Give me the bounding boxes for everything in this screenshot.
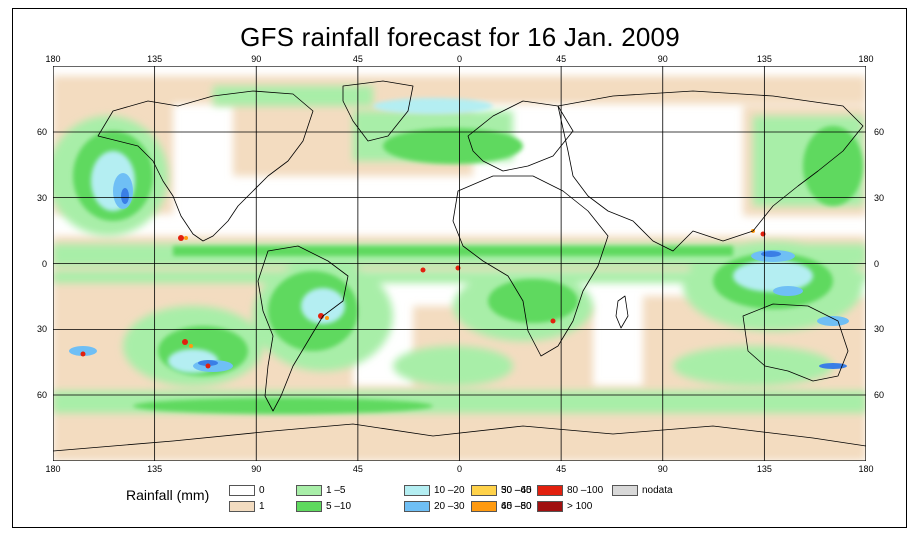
south-america xyxy=(257,245,349,412)
legend-label: 1 –5 xyxy=(326,485,346,496)
legend-swatch xyxy=(404,501,430,512)
lon-tick-label-top: 180 xyxy=(858,54,874,64)
lat-tick-label-left: 60 xyxy=(36,390,47,401)
madagascar xyxy=(615,295,629,329)
legend-label: 0 xyxy=(259,485,265,496)
legend-swatch xyxy=(296,485,322,496)
legend-label: 10 –20 xyxy=(434,485,465,496)
lat-tick-label-left: 30 xyxy=(36,324,47,335)
legend-swatch xyxy=(537,501,563,512)
legend-label: > 100 xyxy=(567,501,593,512)
lon-tick-label-top: 90 xyxy=(657,54,668,64)
north-america xyxy=(97,90,314,242)
lon-tick-label-bottom: 0 xyxy=(456,464,463,474)
legend-swatch xyxy=(404,485,430,496)
lat-tick-label-right: 60 xyxy=(874,390,885,401)
lon-tick-label-bottom: 135 xyxy=(756,464,772,474)
lon-tick-label-bottom: 45 xyxy=(556,464,567,474)
lon-tick-label-bottom: 135 xyxy=(147,464,163,474)
lat-tick-label-right: 30 xyxy=(874,324,885,335)
rain-band-30-50mm xyxy=(121,188,847,369)
lon-tick-label-top: 135 xyxy=(756,54,772,64)
lat-tick-label-right: 30 xyxy=(874,192,885,203)
legend-label: 30 –40 xyxy=(501,485,532,496)
lon-tick-label-bottom: 45 xyxy=(352,464,363,474)
legend-label: nodata xyxy=(642,485,673,496)
greenland xyxy=(342,80,414,142)
graticule xyxy=(53,66,866,461)
legend-title: Rainfall (mm) xyxy=(126,487,210,503)
asia xyxy=(557,90,864,252)
lat-tick-label-left: 0 xyxy=(41,258,47,269)
lon-tick-label-top: 45 xyxy=(352,54,363,64)
lon-tick-label-top: 135 xyxy=(147,54,163,64)
legend-label: 50 –65 xyxy=(501,485,532,496)
legend-label: 20 –30 xyxy=(434,501,465,512)
australia xyxy=(742,303,849,382)
figure-frame xyxy=(12,8,907,528)
lat-tick-label-right: 0 xyxy=(874,258,880,269)
lon-tick-label-bottom: 90 xyxy=(251,464,262,474)
lon-tick-label-bottom: 180 xyxy=(858,464,874,474)
lon-tick-label-top: 0 xyxy=(456,54,463,64)
legend-label: 40 –50 xyxy=(501,501,532,512)
africa xyxy=(452,175,609,357)
antarctica-coast xyxy=(53,423,866,452)
legend-swatch xyxy=(537,485,563,496)
lat-tick-label-left: 60 xyxy=(36,126,47,137)
legend-label: 1 xyxy=(259,501,265,512)
legend-label: 5 –10 xyxy=(326,501,352,512)
legend-swatch xyxy=(229,485,255,496)
legend-swatch xyxy=(296,501,322,512)
coastlines xyxy=(53,80,866,452)
europe xyxy=(467,100,574,172)
legend-swatch xyxy=(229,501,255,512)
lon-tick-label-top: 90 xyxy=(251,54,262,64)
lon-tick-label-bottom: 90 xyxy=(657,464,668,474)
legend-label: 65 –80 xyxy=(501,501,532,512)
lon-tick-label-bottom: 180 xyxy=(45,464,61,474)
map-title: GFS rainfall forecast for 16 Jan. 2009 xyxy=(240,22,680,52)
legend-swatch xyxy=(471,501,497,512)
legend-swatch xyxy=(471,485,497,496)
lat-tick-label-right: 60 xyxy=(874,126,885,137)
lat-tick-label-left: 30 xyxy=(36,192,47,203)
world-rainfall-map xyxy=(53,66,866,461)
rain-band-80-100mm xyxy=(80,231,766,369)
legend-label: 80 –100 xyxy=(567,485,604,496)
legend-swatch xyxy=(612,485,638,496)
lon-tick-label-top: 180 xyxy=(45,54,61,64)
lon-tick-label-top: 45 xyxy=(556,54,567,64)
